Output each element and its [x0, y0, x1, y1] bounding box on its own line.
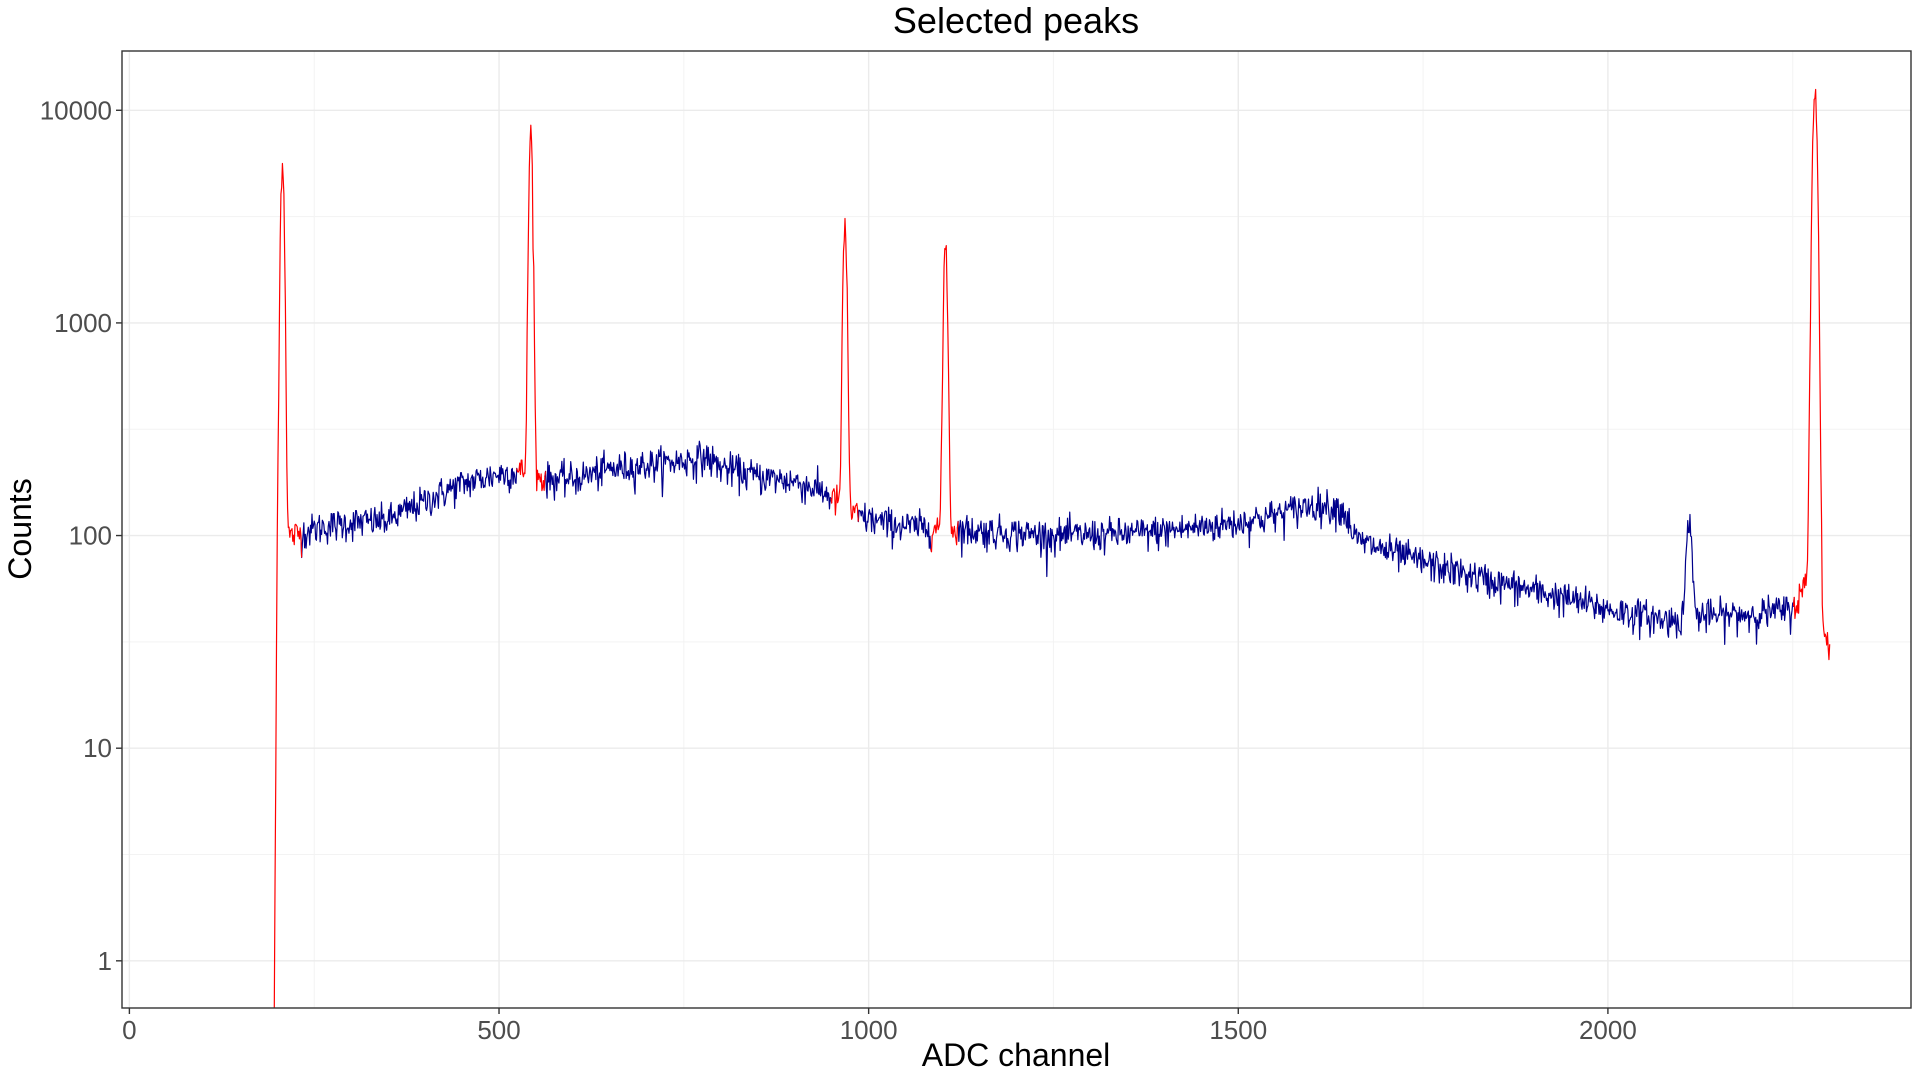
spectrum-line	[300, 464, 519, 559]
selected-peak-line	[1792, 88, 1831, 661]
x-tick-label: 1500	[1209, 1015, 1267, 1045]
x-tick-label: 2000	[1579, 1015, 1637, 1045]
chart-title: Selected peaks	[893, 0, 1139, 41]
y-tick-label: 1	[98, 946, 112, 976]
spectrum-line	[856, 502, 933, 552]
x-tick-label: 500	[477, 1015, 520, 1045]
selected-peak-line	[516, 124, 547, 492]
axis-ticks: 0 500 1000 1500 2000 1 10 100 1000 10000	[40, 95, 1637, 1045]
y-tick-label: 100	[69, 521, 112, 551]
y-tick-label: 10	[83, 733, 112, 763]
y-tick-label: 10000	[40, 95, 112, 125]
selected-peak-line	[273, 162, 303, 1009]
y-tick-label: 1000	[54, 308, 112, 338]
spectrum-line	[544, 440, 833, 510]
x-axis-title: ADC channel	[922, 1037, 1111, 1073]
y-axis-title: Counts	[2, 478, 38, 579]
series	[273, 88, 1831, 1009]
plot-panel-border	[121, 50, 1912, 1009]
x-tick-label: 1000	[840, 1015, 898, 1045]
x-tick-label: 0	[122, 1015, 136, 1045]
selected-peak-line	[930, 244, 959, 553]
selected-peak-line	[830, 217, 859, 522]
spectrum-line	[956, 486, 1795, 645]
